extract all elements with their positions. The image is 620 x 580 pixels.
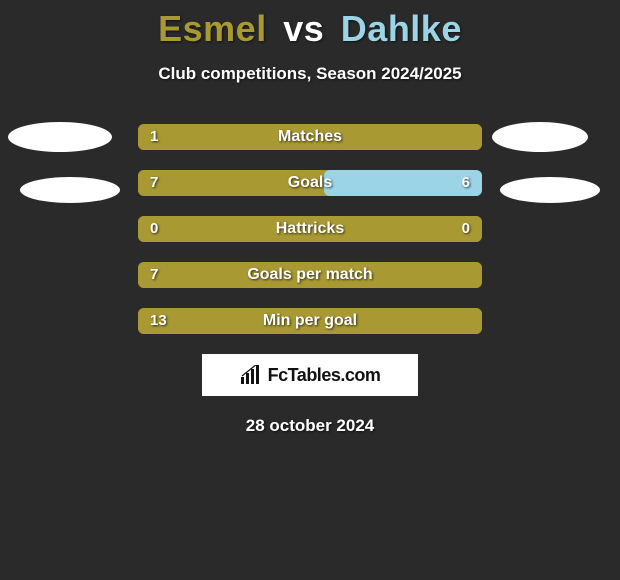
player-logo-placeholder <box>500 177 600 203</box>
bar-fill-player1 <box>138 262 482 288</box>
vs-label: vs <box>283 8 324 49</box>
player1-name: Esmel <box>158 8 267 49</box>
snapshot-date: 28 october 2024 <box>0 416 620 436</box>
stat-row: Min per goal13 <box>138 308 482 334</box>
bar-fill-player1 <box>138 124 482 150</box>
bar-fill-player1 <box>138 308 482 334</box>
bar-fill-player1 <box>138 216 482 242</box>
bar-fill-player1 <box>138 170 324 196</box>
brand-box[interactable]: FcTables.com <box>202 354 418 396</box>
player-logo-placeholder <box>8 122 112 152</box>
stat-row: Hattricks00 <box>138 216 482 242</box>
player2-name: Dahlke <box>341 8 462 49</box>
stat-row: Goals76 <box>138 170 482 196</box>
comparison-title: Esmel vs Dahlke <box>0 0 620 50</box>
bar-chart-icon <box>240 365 262 385</box>
subtitle: Club competitions, Season 2024/2025 <box>0 64 620 84</box>
stat-row: Goals per match7 <box>138 262 482 288</box>
comparison-chart: Matches1 Goals76 Hattricks00 Goals per matc… <box>0 124 620 334</box>
player-logo-placeholder <box>20 177 120 203</box>
player-logo-placeholder <box>492 122 588 152</box>
bar-fill-player2 <box>324 170 482 196</box>
brand-text: FcTables.com <box>268 365 381 386</box>
stat-row: Matches1 <box>138 124 482 150</box>
